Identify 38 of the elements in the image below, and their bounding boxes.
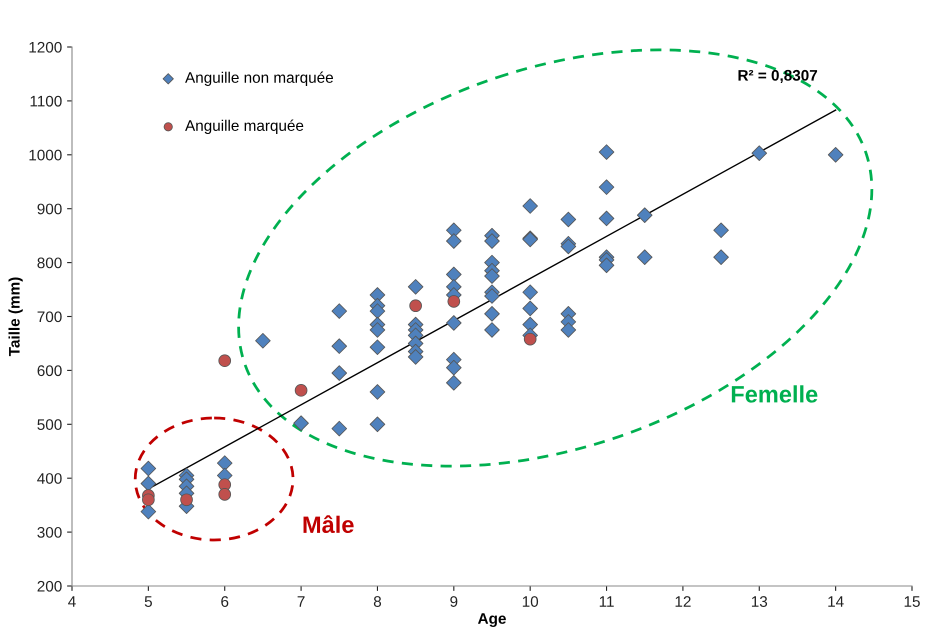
point <box>180 493 193 506</box>
x-tick-label: 10 <box>522 596 538 607</box>
x-tick-label: 8 <box>374 596 382 607</box>
x-tick-label: 14 <box>828 596 844 607</box>
y-tick-label: 1200 <box>29 42 62 53</box>
y-tick-label: 200 <box>38 580 62 592</box>
point <box>218 354 232 368</box>
x-tick-label: 5 <box>144 596 152 607</box>
x-tick-label: 7 <box>298 596 305 607</box>
x-tick-label: 12 <box>676 596 691 607</box>
y-axis-title: Taille (mm) <box>8 277 23 356</box>
point <box>447 295 460 308</box>
y-tick-label: 400 <box>37 473 62 484</box>
point <box>142 493 155 506</box>
x-axis-title: Age <box>478 613 506 627</box>
point <box>294 384 308 397</box>
y-tick-label: 500 <box>37 419 62 430</box>
y-tick-label: 700 <box>38 311 62 322</box>
point <box>524 332 537 346</box>
legend-label: Anguille marquée <box>185 120 304 134</box>
annotation: R² = 0,8307 <box>738 70 818 83</box>
annotation: Femelle <box>732 385 818 403</box>
point <box>409 299 422 312</box>
x-tick-label: 11 <box>600 596 614 607</box>
y-tick-label: 1000 <box>29 150 62 160</box>
y-tick-label: 800 <box>37 257 62 268</box>
x-tick-label: 15 <box>904 596 920 607</box>
y-tick-label: 300 <box>37 526 62 538</box>
y-tick-label: 900 <box>38 204 62 214</box>
legend-label: Anguille non marquée <box>185 72 333 86</box>
x-tick-label: 13 <box>752 596 768 607</box>
annotation: Mâle <box>304 515 354 534</box>
x-tick-label: 9 <box>450 596 458 607</box>
x-tick-label: 6 <box>221 596 228 607</box>
y-tick-label: 1100 <box>30 96 62 107</box>
point <box>218 488 232 501</box>
y-tick-label: 600 <box>38 365 62 376</box>
x-tick-label: 4 <box>68 596 76 607</box>
